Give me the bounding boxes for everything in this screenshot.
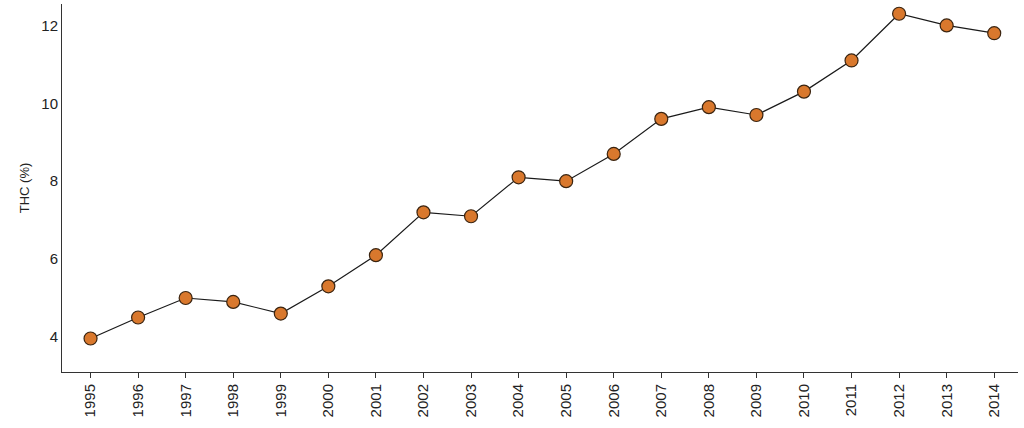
svg-text:2007: 2007 (652, 384, 669, 417)
svg-text:1998: 1998 (224, 384, 241, 417)
svg-text:4: 4 (50, 328, 58, 345)
svg-text:12: 12 (41, 17, 58, 34)
svg-text:2002: 2002 (414, 384, 431, 417)
svg-text:2004: 2004 (509, 384, 526, 417)
svg-text:2001: 2001 (367, 384, 384, 417)
svg-text:2009: 2009 (747, 384, 764, 417)
svg-text:6: 6 (50, 250, 58, 267)
svg-text:2000: 2000 (319, 384, 336, 417)
svg-text:2003: 2003 (462, 384, 479, 417)
svg-text:2014: 2014 (985, 384, 1002, 417)
svg-text:1995: 1995 (81, 384, 98, 417)
svg-text:2006: 2006 (605, 384, 622, 417)
svg-text:THC (%): THC (%) (17, 163, 32, 214)
svg-text:8: 8 (50, 172, 58, 189)
svg-text:2005: 2005 (557, 384, 574, 417)
svg-text:2013: 2013 (938, 384, 955, 417)
svg-text:2008: 2008 (700, 384, 717, 417)
svg-text:2012: 2012 (890, 384, 907, 417)
svg-text:1996: 1996 (129, 384, 146, 417)
svg-text:1997: 1997 (177, 384, 194, 417)
svg-text:1999: 1999 (272, 384, 289, 417)
svg-text:10: 10 (41, 95, 58, 112)
svg-text:2011: 2011 (842, 384, 859, 416)
svg-text:2010: 2010 (795, 384, 812, 417)
